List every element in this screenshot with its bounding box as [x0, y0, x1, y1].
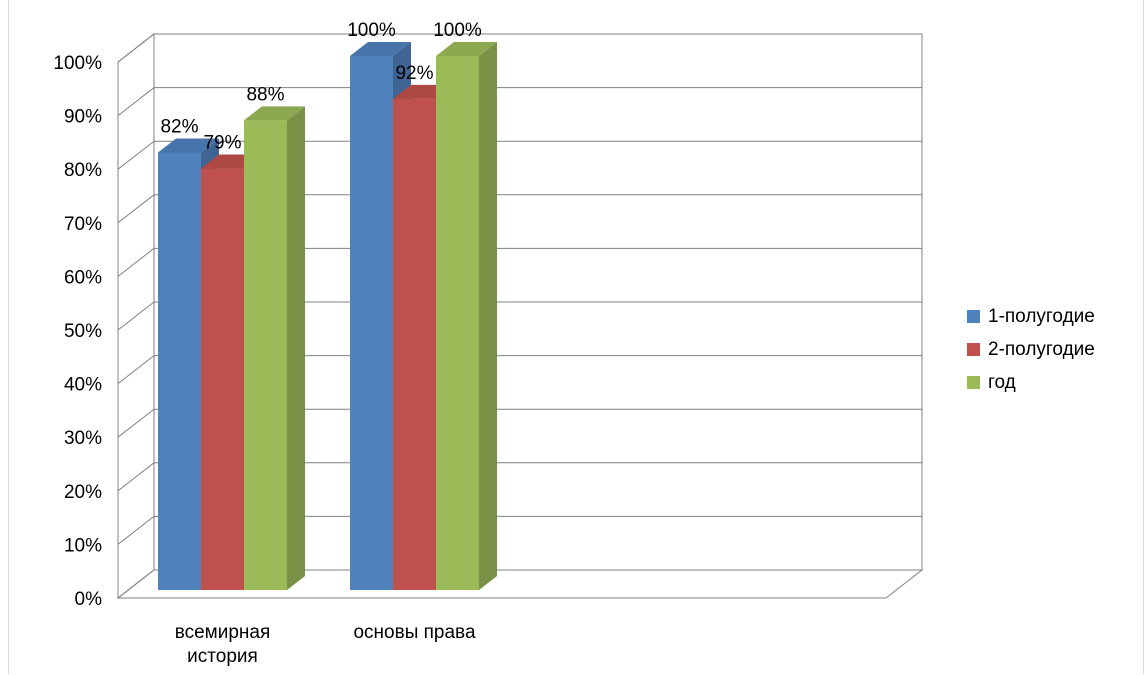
gridline	[117, 140, 922, 170]
y-tick-label: 70%	[64, 214, 102, 235]
bar-0-2	[244, 106, 305, 590]
gridline	[117, 87, 922, 116]
legend-swatch	[967, 310, 980, 323]
chart-frame	[8, 0, 1144, 674]
data-label: 100%	[433, 20, 482, 41]
legend-label: 2-полугодие	[988, 339, 1095, 360]
gridline	[117, 569, 922, 599]
bar-top	[158, 138, 219, 153]
legend-label: год	[988, 372, 1016, 393]
bar-front	[244, 120, 287, 590]
bar-front	[350, 56, 393, 590]
plot-area	[116, 32, 924, 600]
bar-front	[201, 168, 244, 590]
data-label: 82%	[160, 116, 198, 137]
y-tick-label: 50%	[64, 321, 102, 342]
bar-front	[436, 56, 479, 590]
bar-front	[158, 152, 201, 591]
gridline	[117, 194, 922, 224]
y-tick-label: 40%	[64, 375, 102, 396]
legend-swatch	[967, 343, 980, 356]
y-tick-label: 20%	[64, 482, 102, 503]
y-tick-label: 100%	[53, 53, 102, 74]
bars	[158, 42, 497, 591]
gridline	[117, 462, 922, 492]
data-label: 88%	[246, 84, 284, 105]
data-label: 100%	[347, 20, 396, 41]
gridline	[117, 355, 922, 384]
gridline	[117, 247, 922, 277]
y-tick-label: 10%	[64, 535, 102, 556]
data-label: 92%	[395, 63, 433, 84]
y-tick-label: 80%	[64, 160, 102, 181]
x-category-label: основы права	[353, 622, 475, 643]
gridline	[117, 301, 922, 331]
y-tick-label: 30%	[64, 428, 102, 449]
y-tick-label: 60%	[64, 267, 102, 288]
data-label: 79%	[203, 133, 241, 154]
legend-swatch	[967, 376, 980, 389]
bar-1-2	[436, 42, 497, 590]
y-tick-label: 90%	[64, 107, 102, 128]
gridline	[117, 33, 922, 63]
bar-side	[479, 42, 497, 590]
gridline	[117, 408, 922, 438]
bar-front	[393, 98, 436, 590]
x-category-label: история	[187, 646, 258, 667]
y-tick-label: 0%	[75, 589, 103, 610]
gridline	[117, 515, 922, 545]
bar-top	[436, 42, 497, 56]
x-category-label: всемирная	[175, 622, 271, 643]
legend-label: 1-полугодие	[988, 306, 1095, 327]
bar-top	[350, 42, 411, 56]
bar-top	[244, 106, 305, 121]
legend: 1-полугодие 2-полугодие год	[967, 306, 1095, 393]
bar-side	[287, 106, 305, 590]
